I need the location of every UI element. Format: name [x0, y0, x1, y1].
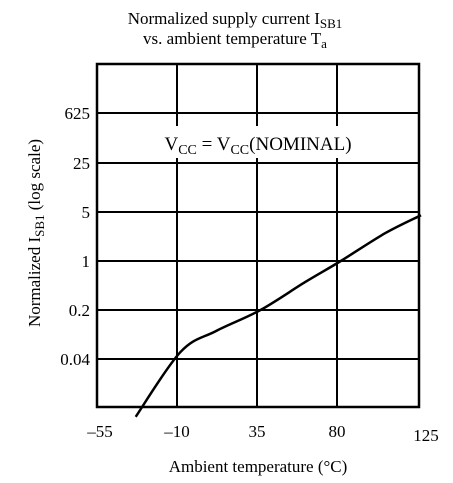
- series-curve: [134, 214, 422, 418]
- y-tick-label-0-04: 0.04: [60, 350, 90, 369]
- grid-vertical: [176, 64, 338, 407]
- x-tick-label-minus-55: –55: [86, 422, 113, 441]
- x-tick-label-80: 80: [329, 422, 346, 441]
- annotation-background: [133, 126, 384, 158]
- plot-frame: [95, 62, 421, 409]
- x-axis-label: Ambient temperature (°C): [169, 457, 348, 476]
- y-tick-label-625: 625: [65, 104, 91, 123]
- y-tick-label-25: 25: [73, 154, 90, 173]
- y-tick-label-1: 1: [82, 252, 91, 271]
- x-tick-labels: –55 –10 35 80 125: [86, 422, 439, 445]
- y-axis-label: Normalized ISB1 (log scale): [25, 139, 47, 327]
- chart-title-line2: vs. ambient temperature Ta: [143, 29, 327, 51]
- y-tick-label-5: 5: [82, 203, 91, 222]
- x-tick-label-minus-10: –10: [163, 422, 190, 441]
- y-tick-label-0-2: 0.2: [69, 301, 90, 320]
- chart-title-line1: Normalized supply current ISB1: [128, 9, 343, 31]
- vcc-annotation: VCC = VCC(NOMINAL): [164, 134, 351, 158]
- y-tick-labels: 625 25 5 1 0.2 0.04: [60, 104, 90, 369]
- grid-horizontal: [97, 112, 419, 360]
- x-tick-label-125: 125: [413, 426, 439, 445]
- x-tick-label-35: 35: [249, 422, 266, 441]
